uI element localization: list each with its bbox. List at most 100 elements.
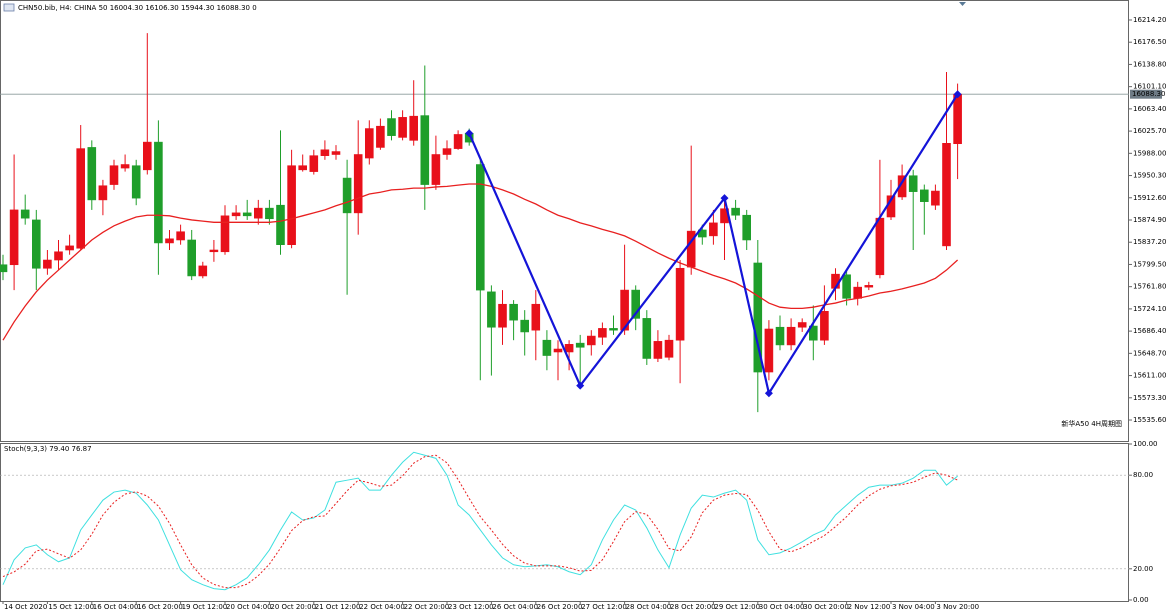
candle-body	[509, 303, 518, 321]
x-tick-label: 14 Oct 2020	[4, 603, 47, 611]
candle-body	[254, 207, 263, 219]
candle-body	[0, 264, 8, 273]
x-tick-label: 3 Nov 04:00	[892, 603, 935, 611]
candle-body	[775, 326, 785, 346]
y-tick-label: 15837.20	[1133, 238, 1166, 246]
x-tick-label: 26 Oct 20:00	[537, 603, 583, 611]
candle-body	[9, 209, 19, 266]
last-price-label: 16088.30	[1132, 90, 1165, 98]
y-tick-label: 15912.60	[1133, 194, 1166, 202]
candle-body	[342, 177, 352, 214]
candle-body	[786, 326, 796, 346]
zigzag-vertex	[764, 389, 773, 398]
y-tick-label: 15573.30	[1133, 394, 1166, 402]
candle-body	[498, 303, 507, 328]
candle-body	[520, 319, 530, 333]
candle-body	[364, 128, 374, 159]
y-tick-label: 16176.50	[1133, 38, 1166, 46]
candle-body	[631, 289, 641, 319]
x-tick-label: 20 Oct 20:00	[270, 603, 316, 611]
candle-body	[131, 165, 141, 199]
y-tick-label: 16025.70	[1133, 127, 1166, 135]
candle-body	[598, 328, 607, 338]
x-tick-label: 28 Oct 04:00	[626, 603, 672, 611]
candle-body	[31, 219, 41, 269]
candle-body	[54, 251, 63, 261]
y-tick-label: 15535.60	[1133, 416, 1166, 424]
y-tick-label: 0.00	[1133, 596, 1149, 604]
stoch-line	[2, 454, 958, 589]
candle-body	[931, 190, 940, 206]
y-tick-label: 100.00	[1133, 440, 1158, 448]
zigzag-vertex	[576, 381, 585, 390]
candle-body	[753, 262, 763, 373]
candle-body	[209, 249, 219, 253]
candle-body	[431, 154, 441, 185]
x-tick-label: 21 Oct 12:00	[315, 603, 361, 611]
candle-body	[265, 207, 274, 220]
stoch-title: Stoch(9,3,3) 79.40 76.87	[4, 445, 92, 453]
candle-body	[553, 348, 563, 353]
y-tick-label: 16138.80	[1133, 60, 1166, 68]
y-tick-label: 15761.80	[1133, 283, 1166, 291]
candle-body	[897, 175, 907, 198]
last-price-tag	[1130, 89, 1162, 99]
candle-body	[198, 265, 208, 277]
candle-body	[731, 207, 740, 216]
candle-body	[120, 164, 130, 169]
candle-body	[298, 165, 308, 171]
y-tick-label: 15950.30	[1133, 172, 1166, 180]
y-tick-label: 16214.20	[1133, 16, 1166, 24]
candle-body	[165, 238, 174, 244]
candle-body	[87, 147, 97, 201]
candle-body	[664, 339, 674, 358]
candle-body	[609, 328, 618, 331]
candle-body	[620, 289, 629, 331]
candle-body	[864, 285, 874, 288]
x-tick-label: 22 Oct 20:00	[404, 603, 450, 611]
candle-body	[154, 141, 163, 244]
x-tick-label: 3 Nov 20:00	[936, 603, 979, 611]
candle-body	[242, 212, 252, 217]
candle-body	[187, 239, 196, 277]
moving-average	[2, 183, 959, 341]
annotation: 新华A50 4H周期图	[1061, 419, 1122, 428]
candle-body	[398, 117, 407, 138]
candle-body	[853, 286, 863, 299]
candle-body	[20, 209, 30, 219]
candle-body	[220, 215, 230, 253]
candle-body	[820, 311, 829, 341]
zigzag-vertex	[720, 194, 729, 203]
candle-body	[531, 303, 541, 331]
candle-body	[143, 141, 152, 171]
candle-body	[675, 267, 685, 341]
candle-body	[309, 155, 319, 172]
candle-body	[475, 164, 485, 291]
y-tick-label: 15611.00	[1133, 372, 1166, 380]
candle-body	[43, 259, 52, 269]
candle-body	[65, 245, 74, 251]
candle-body	[276, 204, 285, 245]
y-tick-label: 15799.50	[1133, 260, 1166, 268]
x-tick-label: 16 Oct 20:00	[137, 603, 183, 611]
x-tick-label: 28 Oct 20:00	[670, 603, 716, 611]
x-tick-label: 2 Nov 12:00	[848, 603, 891, 611]
candle-body	[642, 318, 652, 359]
candle-body	[908, 175, 918, 192]
candle-body	[287, 165, 296, 245]
candle-body	[98, 185, 108, 201]
y-tick-label: 20.00	[1133, 565, 1153, 573]
candle-body	[742, 214, 752, 241]
candle-body	[709, 222, 718, 237]
stoch-line	[2, 451, 958, 591]
candle-body	[420, 115, 430, 185]
candle-body	[542, 339, 552, 356]
candle-body	[564, 344, 574, 353]
candle-body	[953, 93, 962, 145]
candle-body	[453, 134, 463, 149]
x-tick-label: 30 Oct 04:00	[759, 603, 805, 611]
x-tick-label: 19 Oct 12:00	[182, 603, 228, 611]
x-tick-label: 22 Oct 04:00	[359, 603, 405, 611]
